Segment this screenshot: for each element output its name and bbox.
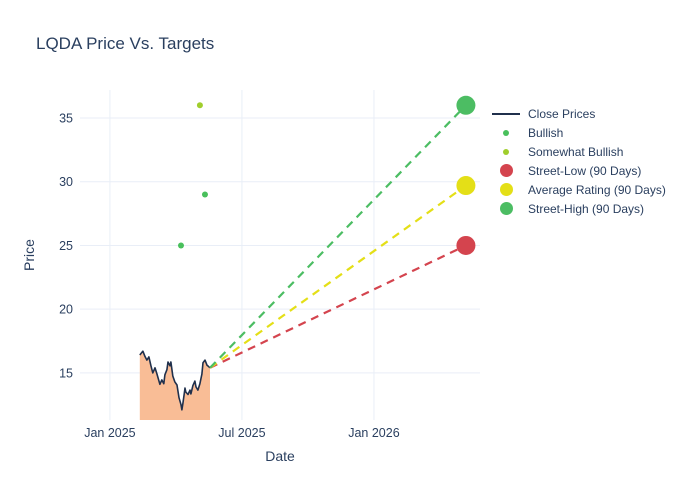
legend-label: Bullish (528, 125, 564, 140)
dot-swatch-icon (489, 129, 523, 136)
legend-label: Street-Low (90 Days) (528, 163, 642, 178)
dot-swatch-icon (489, 148, 523, 155)
trace-layer (139, 95, 476, 420)
legend-label: Somewhat Bullish (528, 144, 624, 159)
legend: Close Prices Bullish Somewhat Bullish Stree… (489, 104, 666, 218)
legend-label: Close Prices (528, 106, 596, 121)
y-tick-label: 25 (59, 239, 73, 253)
street-high-90-days--line (209, 104, 467, 369)
bullish-point[interactable] (201, 191, 208, 198)
y-tick-label: 35 (59, 112, 73, 126)
bullish-point[interactable] (177, 242, 184, 249)
x-tick-label: Jan 2025 (84, 426, 135, 440)
dot-swatch-icon (489, 183, 523, 196)
dot-swatch-icon (489, 202, 523, 215)
close-price-line[interactable] (139, 350, 211, 411)
legend-item-street-low-90-days-[interactable]: Street-Low (90 Days) (489, 161, 666, 180)
street-high-90-days--marker[interactable] (456, 95, 476, 115)
y-tick-label: 15 (59, 366, 73, 380)
dot-swatch-icon (489, 164, 523, 177)
legend-item-average-rating-90-days-[interactable]: Average Rating (90 Days) (489, 180, 666, 199)
legend-item-street-high-90-days-[interactable]: Street-High (90 Days) (489, 199, 666, 218)
close-price-area (139, 351, 210, 420)
street-low-90-days--marker[interactable] (456, 235, 476, 255)
x-axis-title: Date (265, 448, 295, 464)
y-axis-title: Price (21, 239, 37, 271)
swatch (499, 202, 513, 215)
line-swatch-icon (489, 112, 523, 115)
legend-label: Average Rating (90 Days) (528, 182, 666, 197)
legend-item-close-prices[interactable]: Close Prices (489, 104, 666, 123)
swatch (499, 183, 513, 196)
legend-label: Street-High (90 Days) (528, 201, 645, 216)
y-tick-label: 30 (59, 175, 73, 189)
y-tick-label: 20 (59, 303, 73, 317)
swatch (503, 129, 509, 136)
tick-layer: 15 20 25 30 35 Jan 2025 Jul 2025 Jan 2026 (59, 112, 400, 440)
x-tick-label: Jul 2025 (218, 426, 265, 440)
average-rating-90-days--marker[interactable] (456, 176, 476, 196)
swatch (499, 164, 513, 177)
legend-item-bullish[interactable]: Bullish (489, 123, 666, 142)
swatch (503, 148, 509, 155)
somewhat-bullish-point[interactable] (196, 102, 203, 109)
swatch (492, 112, 520, 115)
legend-item-somewhat-bullish[interactable]: Somewhat Bullish (489, 142, 666, 161)
street-low-90-days--line (209, 244, 467, 369)
x-tick-label: Jan 2026 (348, 426, 399, 440)
grid-layer (80, 90, 480, 420)
chart-title: LQDA Price Vs. Targets (36, 34, 215, 53)
average-rating-90-days--line (209, 184, 467, 369)
